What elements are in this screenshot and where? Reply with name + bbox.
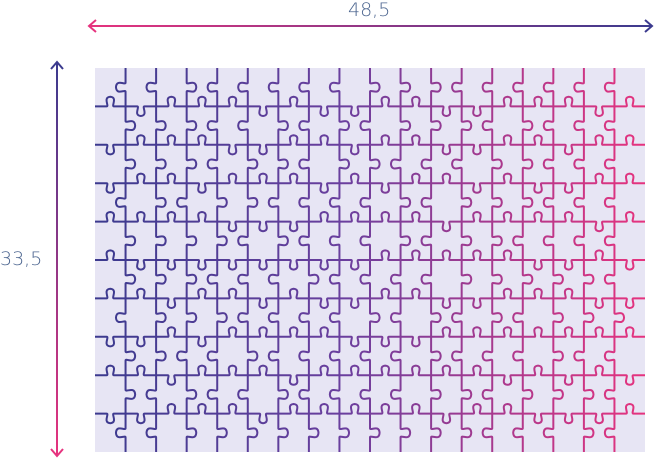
height-dimension-label: 33,5 xyxy=(0,248,43,270)
width-arrow xyxy=(87,19,654,33)
puzzle-piece-lines xyxy=(95,68,645,452)
width-dimension-label: 48,5 xyxy=(348,0,391,21)
height-arrow xyxy=(50,60,64,458)
